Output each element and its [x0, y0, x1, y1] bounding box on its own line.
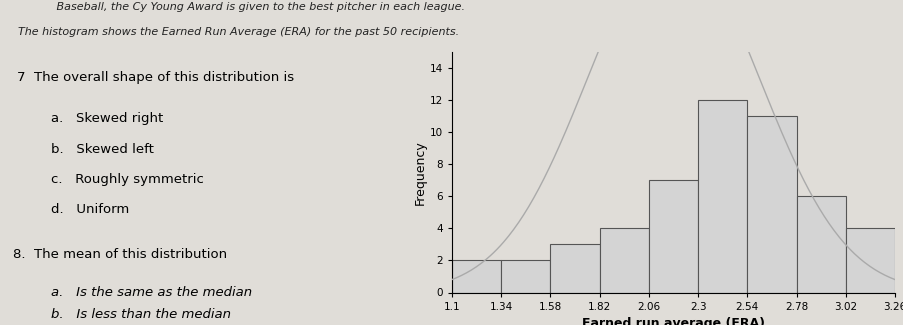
Text: Baseball, the Cy Young Award is given to the best pitcher in each league.: Baseball, the Cy Young Award is given to… — [18, 2, 464, 12]
Bar — [500, 260, 550, 292]
Text: The histogram shows the Earned Run Average (ERA) for the past 50 recipients.: The histogram shows the Earned Run Avera… — [18, 27, 459, 37]
Y-axis label: Frequency: Frequency — [414, 140, 426, 205]
Text: a.   Is the same as the median: a. Is the same as the median — [51, 286, 251, 299]
X-axis label: Earned run average (ERA): Earned run average (ERA) — [582, 317, 764, 325]
Bar — [845, 228, 894, 292]
Text: a.   Skewed right: a. Skewed right — [51, 112, 163, 125]
Bar — [550, 244, 599, 292]
Bar — [796, 196, 845, 292]
Bar — [648, 180, 697, 292]
Text: 7  The overall shape of this distribution is: 7 The overall shape of this distribution… — [17, 71, 294, 84]
Text: c.   Roughly symmetric: c. Roughly symmetric — [51, 173, 203, 186]
Text: b.   Skewed left: b. Skewed left — [51, 143, 154, 156]
Bar — [599, 228, 648, 292]
Bar — [697, 100, 747, 292]
Text: d.   Uniform: d. Uniform — [51, 203, 129, 216]
Text: b.   Is less than the median: b. Is less than the median — [51, 308, 230, 321]
Text: 8.  The mean of this distribution: 8. The mean of this distribution — [14, 248, 227, 261]
Bar — [747, 116, 796, 292]
Bar — [452, 260, 500, 292]
